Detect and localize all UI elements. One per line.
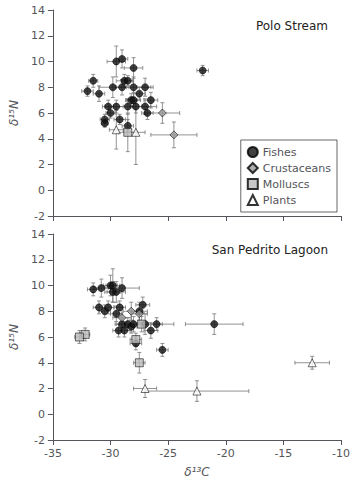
svg-text:-35: -35 (44, 447, 62, 460)
svg-text:Molluscs: Molluscs (263, 178, 310, 191)
svg-text:14: 14 (31, 4, 45, 17)
svg-text:0: 0 (38, 184, 45, 197)
svg-text:10: 10 (31, 55, 45, 68)
svg-text:10: 10 (31, 279, 45, 292)
svg-text:2: 2 (38, 382, 45, 395)
svg-text:-25: -25 (159, 447, 177, 460)
svg-text:δ¹³C: δ¹³C (184, 465, 210, 479)
svg-text:-2: -2 (34, 210, 45, 223)
svg-text:-15: -15 (274, 447, 292, 460)
svg-text:4: 4 (38, 132, 45, 145)
svg-text:δ¹⁵N: δ¹⁵N (7, 324, 21, 350)
svg-text:-30: -30 (102, 447, 120, 460)
svg-text:San Pedrito Lagoon: San Pedrito Lagoon (212, 243, 328, 257)
svg-text:8: 8 (38, 81, 45, 94)
svg-text:6: 6 (38, 107, 45, 120)
svg-text:-10: -10 (332, 447, 350, 460)
svg-text:0: 0 (38, 408, 45, 421)
svg-text:14: 14 (31, 228, 45, 241)
svg-text:-20: -20 (217, 447, 235, 460)
svg-text:Plants: Plants (263, 194, 297, 207)
svg-text:12: 12 (31, 29, 45, 42)
svg-text:-2: -2 (34, 434, 45, 447)
svg-text:2: 2 (38, 158, 45, 171)
svg-text:8: 8 (38, 305, 45, 318)
svg-text:Fishes: Fishes (263, 146, 297, 159)
svg-text:Polo Stream: Polo Stream (256, 19, 328, 33)
svg-text:δ¹⁵N: δ¹⁵N (7, 100, 21, 126)
svg-text:12: 12 (31, 253, 45, 266)
svg-text:6: 6 (38, 331, 45, 344)
svg-text:Crustaceans: Crustaceans (263, 162, 331, 175)
svg-text:4: 4 (38, 356, 45, 369)
